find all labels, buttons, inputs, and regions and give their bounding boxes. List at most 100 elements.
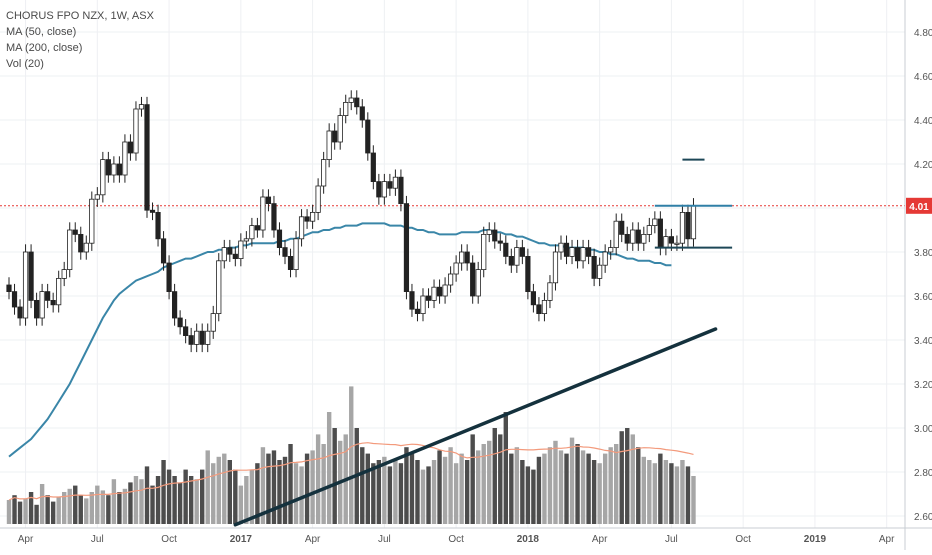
candle-body bbox=[205, 330, 211, 345]
candle-body bbox=[552, 251, 559, 284]
candle-body bbox=[105, 159, 111, 176]
indicator-volume[interactable]: Vol (20) bbox=[6, 58, 44, 70]
candle-body bbox=[442, 284, 448, 297]
candle-body bbox=[56, 277, 62, 306]
price-tick-label: 4.80 bbox=[914, 28, 932, 39]
volume-bar bbox=[177, 482, 183, 524]
candle-body bbox=[271, 203, 277, 231]
date-tick-label: Apr bbox=[18, 534, 34, 545]
candle-body bbox=[177, 317, 183, 328]
volume-bar bbox=[84, 498, 89, 524]
volume-bar bbox=[470, 434, 475, 524]
candle-body bbox=[525, 255, 531, 292]
candle-body bbox=[133, 108, 139, 154]
candle-body bbox=[481, 233, 487, 270]
candle-body bbox=[348, 97, 354, 103]
candle-body bbox=[547, 282, 553, 301]
candle-body bbox=[149, 209, 156, 213]
candle-body bbox=[315, 185, 321, 213]
candle-body bbox=[508, 255, 514, 266]
date-tick-label: Jul bbox=[91, 534, 104, 545]
candle-body bbox=[22, 251, 29, 319]
candle-body bbox=[89, 198, 95, 244]
volume-bar bbox=[62, 492, 67, 524]
candle-body bbox=[100, 159, 106, 196]
candle-body bbox=[221, 247, 227, 262]
volume-bar bbox=[45, 495, 50, 524]
candle-body bbox=[199, 330, 205, 345]
volume-bar bbox=[128, 482, 133, 524]
price-tick-label: 4.60 bbox=[914, 72, 932, 83]
volume-bar bbox=[558, 450, 564, 524]
candle-body bbox=[321, 159, 327, 187]
volume-bar bbox=[78, 495, 83, 524]
candle-body bbox=[657, 218, 663, 249]
volume-bar bbox=[393, 460, 398, 524]
candle-body bbox=[254, 225, 260, 231]
candle-body bbox=[127, 141, 134, 154]
price-tick-label: 4.20 bbox=[914, 160, 932, 171]
volume-bar bbox=[442, 456, 448, 524]
ma200-path bbox=[233, 327, 718, 527]
volume-bar bbox=[23, 498, 28, 524]
candle-body bbox=[326, 130, 332, 161]
volume-bar bbox=[133, 476, 139, 524]
volume-bar bbox=[387, 466, 393, 524]
indicator-ma200[interactable]: MA (200, close) bbox=[6, 42, 83, 54]
volume-bars bbox=[6, 386, 696, 524]
candle-body bbox=[354, 97, 360, 108]
volume-bar bbox=[150, 485, 155, 524]
volume-bar bbox=[509, 453, 514, 524]
candle-body bbox=[78, 233, 84, 253]
candle-body bbox=[497, 240, 503, 244]
candle-body bbox=[447, 273, 454, 286]
volume-bar bbox=[448, 447, 453, 524]
volume-bar bbox=[514, 447, 520, 524]
date-tick-label: Jul bbox=[378, 534, 391, 545]
date-tick-label: 2017 bbox=[230, 534, 253, 545]
candle-body bbox=[83, 242, 89, 253]
symbol-label[interactable]: CHORUS FPO NZX, 1W, ASX bbox=[6, 10, 154, 22]
candle-body bbox=[332, 130, 338, 143]
candle-body bbox=[453, 262, 459, 275]
candle-body bbox=[232, 253, 238, 259]
volume-bar bbox=[669, 463, 674, 524]
price-tick-label: 3.40 bbox=[914, 336, 932, 347]
candle-body bbox=[160, 238, 167, 264]
volume-bar bbox=[282, 456, 288, 524]
candle-body bbox=[663, 236, 669, 249]
indicator-ma50[interactable]: MA (50, close) bbox=[6, 26, 77, 38]
volume-bar bbox=[608, 447, 613, 524]
candle-body bbox=[459, 251, 465, 264]
volume-bar bbox=[476, 450, 481, 524]
volume-bar bbox=[636, 447, 641, 524]
volume-bar bbox=[531, 469, 536, 524]
volume-bar bbox=[144, 466, 150, 524]
price-tick-label: 3.20 bbox=[914, 380, 932, 391]
candle-body bbox=[619, 220, 625, 235]
candle-body bbox=[34, 299, 40, 319]
candle-body bbox=[72, 229, 78, 235]
candle-body bbox=[155, 211, 161, 240]
volume-bar bbox=[520, 460, 525, 524]
volume-bar bbox=[238, 485, 244, 524]
volume-bar bbox=[349, 386, 354, 524]
price-tick-label: 4.40 bbox=[914, 116, 932, 127]
volume-bar bbox=[12, 495, 17, 524]
price-tick-label: 3.60 bbox=[914, 292, 932, 303]
candle-body bbox=[376, 181, 382, 198]
candle-body bbox=[287, 255, 294, 270]
candle-body bbox=[569, 247, 575, 257]
candle-body bbox=[309, 211, 316, 222]
candle-body bbox=[227, 247, 233, 255]
candle-body bbox=[282, 247, 288, 257]
candle-body bbox=[304, 216, 310, 222]
candle-body bbox=[558, 242, 564, 253]
candle-body bbox=[387, 181, 393, 189]
volume-bar bbox=[376, 460, 382, 524]
candle-body bbox=[94, 194, 100, 200]
candle-body bbox=[492, 229, 498, 242]
candle-body bbox=[50, 299, 56, 306]
candle-body bbox=[646, 225, 652, 235]
